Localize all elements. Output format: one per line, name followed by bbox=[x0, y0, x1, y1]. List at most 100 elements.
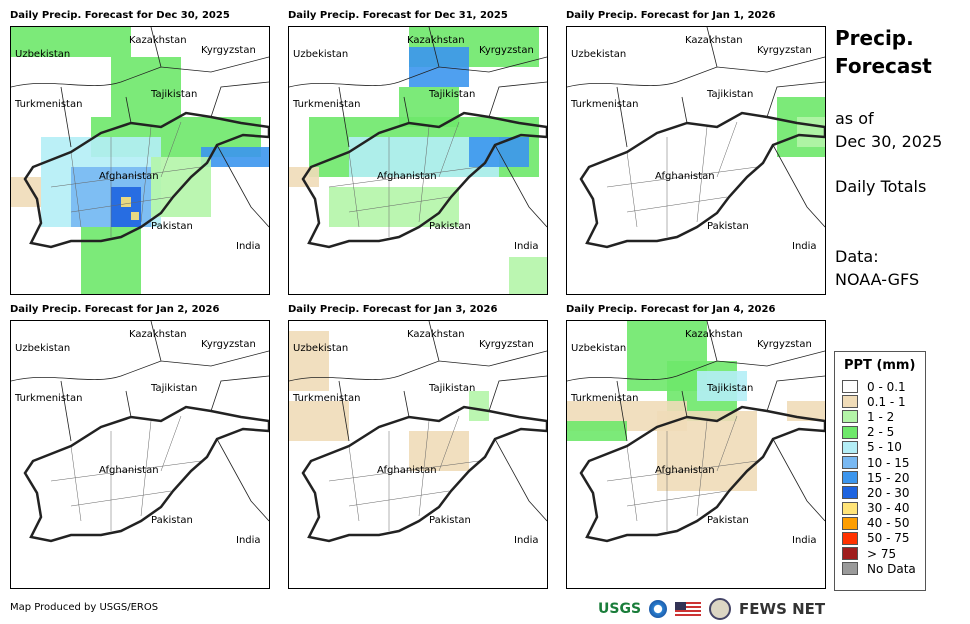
country-label: Turkmenistan bbox=[14, 99, 82, 110]
country-label: Tajikistan bbox=[706, 89, 753, 100]
daily-totals-label: Daily Totals bbox=[835, 177, 927, 196]
legend-swatch bbox=[842, 516, 858, 530]
province-borders bbox=[50, 415, 202, 531]
legend-swatch bbox=[842, 486, 858, 500]
precip-area bbox=[81, 227, 141, 294]
precip-area bbox=[509, 257, 547, 294]
forecast-map: Kazakhstan Kyrgyzstan Uzbekistan Tajikistan… bbox=[566, 320, 826, 589]
country-label: Kyrgyzstan bbox=[479, 45, 534, 56]
noaa-logo bbox=[649, 600, 668, 618]
country-label: Uzbekistan bbox=[571, 343, 626, 354]
legend-label: 0 - 0.1 bbox=[867, 379, 906, 394]
country-borders bbox=[289, 27, 547, 228]
province-borders bbox=[50, 121, 202, 237]
legend-item: 1 - 2 bbox=[835, 409, 925, 424]
legend-label: 30 - 40 bbox=[867, 501, 910, 516]
legend-label: 50 - 75 bbox=[867, 531, 910, 546]
legend-label: 2 - 5 bbox=[867, 425, 895, 440]
legend-label: 15 - 20 bbox=[867, 470, 910, 485]
legend-swatch bbox=[842, 440, 858, 454]
panel-title: Daily Precip. Forecast for Dec 30, 2025 bbox=[10, 10, 230, 21]
legend-item: 50 - 75 bbox=[835, 531, 925, 546]
legend-item: 10 - 15 bbox=[835, 455, 925, 470]
legend-swatch bbox=[842, 547, 858, 561]
panel-title: Daily Precip. Forecast for Jan 4, 2026 bbox=[566, 304, 776, 315]
legend-item: 40 - 50 bbox=[835, 516, 925, 531]
afghanistan-outline bbox=[579, 405, 825, 543]
afghanistan-outline bbox=[301, 111, 547, 249]
logo-bar: USGS FEWS NET bbox=[598, 598, 825, 620]
country-label: Pakistan bbox=[707, 515, 749, 526]
precip-area bbox=[469, 391, 489, 421]
fews-net-logo: FEWS NET bbox=[739, 600, 826, 618]
legend-item: 0 - 0.1 bbox=[835, 379, 925, 394]
country-label: Afghanistan bbox=[655, 465, 715, 476]
country-borders bbox=[567, 321, 825, 522]
country-label: Turkmenistan bbox=[292, 393, 360, 404]
province-borders bbox=[606, 415, 758, 531]
title-line-2: Forecast bbox=[835, 54, 932, 78]
precip-area bbox=[11, 27, 131, 57]
legend-label: 20 - 30 bbox=[867, 485, 910, 500]
legend-swatch bbox=[842, 531, 858, 545]
legend-item: No Data bbox=[835, 561, 925, 576]
country-label: Kazakhstan bbox=[685, 329, 743, 340]
legend-item: > 75 bbox=[835, 546, 925, 561]
country-label: Kazakhstan bbox=[407, 329, 465, 340]
forecast-map: Kazakhstan Kyrgyzstan Uzbekistan Tajikistan… bbox=[566, 26, 826, 295]
country-label: Afghanistan bbox=[655, 171, 715, 182]
country-label: Turkmenistan bbox=[292, 99, 360, 110]
country-label: India bbox=[792, 241, 817, 252]
country-label: Kazakhstan bbox=[407, 35, 465, 46]
afghanistan-outline bbox=[301, 405, 547, 543]
country-label: Kazakhstan bbox=[129, 329, 187, 340]
country-label: Kyrgyzstan bbox=[757, 339, 812, 350]
country-label: Tajikistan bbox=[150, 383, 197, 394]
country-borders bbox=[11, 321, 269, 522]
data-source: NOAA-GFS bbox=[835, 270, 920, 289]
legend-item: 0.1 - 1 bbox=[835, 394, 925, 409]
country-label: Pakistan bbox=[707, 221, 749, 232]
as-of-label: as of bbox=[835, 109, 874, 128]
country-label: Turkmenistan bbox=[570, 393, 638, 404]
country-label: Kyrgyzstan bbox=[479, 339, 534, 350]
country-label: India bbox=[236, 241, 261, 252]
legend-swatch bbox=[842, 471, 858, 485]
legend-item: 15 - 20 bbox=[835, 470, 925, 485]
country-label: Tajikistan bbox=[150, 89, 197, 100]
legend-label: 1 - 2 bbox=[867, 409, 895, 424]
country-label: Kazakhstan bbox=[685, 35, 743, 46]
country-label: Afghanistan bbox=[99, 171, 159, 182]
afghanistan-outline bbox=[579, 111, 825, 249]
country-label: Uzbekistan bbox=[15, 49, 70, 60]
province-borders bbox=[328, 121, 480, 237]
afghanistan-outline bbox=[23, 405, 269, 543]
province-borders bbox=[606, 121, 758, 237]
country-label: India bbox=[792, 535, 817, 546]
country-label: Turkmenistan bbox=[570, 99, 638, 110]
legend-item: 20 - 30 bbox=[835, 485, 925, 500]
country-label: Uzbekistan bbox=[15, 343, 70, 354]
province-borders bbox=[328, 415, 480, 531]
panel-title: Daily Precip. Forecast for Jan 1, 2026 bbox=[566, 10, 776, 21]
data-label: Data: bbox=[835, 247, 879, 266]
country-label: Tajikistan bbox=[428, 383, 475, 394]
legend-item: 5 - 10 bbox=[835, 440, 925, 455]
panel-title: Daily Precip. Forecast for Jan 2, 2026 bbox=[10, 304, 220, 315]
country-label: Afghanistan bbox=[377, 465, 437, 476]
country-label: India bbox=[236, 535, 261, 546]
country-label: Kyrgyzstan bbox=[201, 45, 256, 56]
legend-swatch bbox=[842, 395, 858, 409]
country-label: Kyrgyzstan bbox=[757, 45, 812, 56]
precip-area bbox=[409, 431, 469, 471]
country-label: Pakistan bbox=[429, 221, 471, 232]
country-label: Uzbekistan bbox=[571, 49, 626, 60]
us-flag-icon bbox=[675, 602, 702, 616]
country-label: Afghanistan bbox=[99, 465, 159, 476]
precip-area bbox=[697, 371, 747, 401]
legend-item: 2 - 5 bbox=[835, 425, 925, 440]
precip-area bbox=[201, 147, 269, 167]
country-label: Pakistan bbox=[151, 221, 193, 232]
